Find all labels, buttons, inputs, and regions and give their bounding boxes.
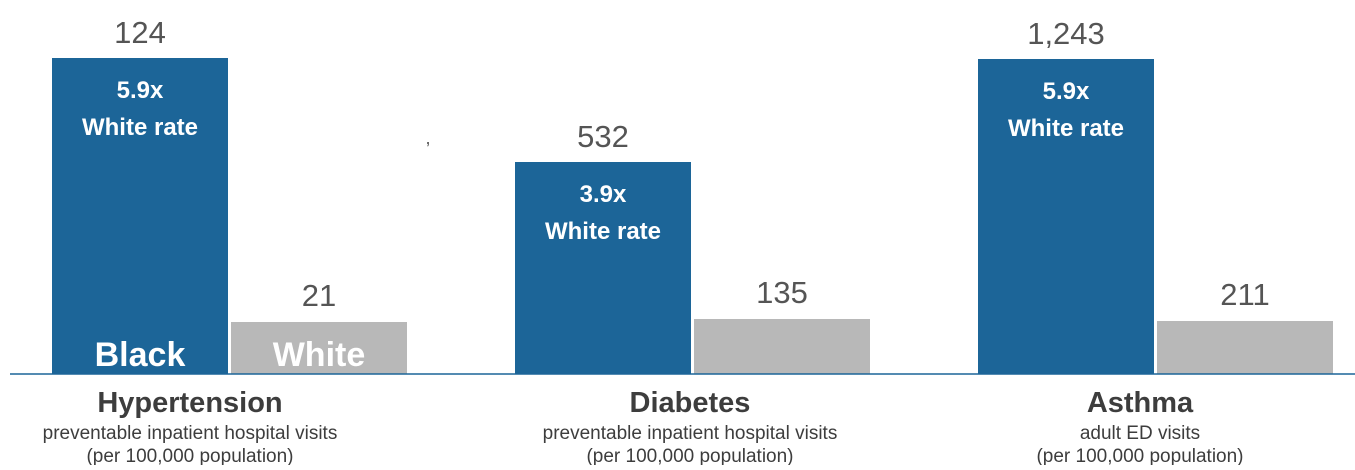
category-label-diabetes: Diabetes: [630, 387, 751, 419]
value-label-white-asthma: 211: [1220, 277, 1269, 312]
bar-white-diabetes: [694, 319, 870, 374]
ratio-sublabel-asthma: White rate: [1008, 115, 1124, 142]
value-label-black-hypertension: 124: [114, 15, 166, 50]
value-label-black-diabetes: 532: [577, 119, 629, 154]
category-note-asthma: (per 100,000 population): [1036, 446, 1243, 465]
ratio-label-diabetes: 3.9x: [580, 181, 627, 208]
series-label-white: White: [273, 336, 366, 374]
ratio-label-hypertension: 5.9x: [117, 77, 164, 104]
value-label-black-asthma: 1,243: [1027, 16, 1105, 51]
series-label-black: Black: [95, 336, 186, 374]
ratio-label-asthma: 5.9x: [1043, 78, 1090, 105]
ratio-sublabel-hypertension: White rate: [82, 114, 198, 141]
value-label-white-diabetes: 135: [756, 275, 808, 310]
bar-black-diabetes: [515, 162, 691, 374]
bar-white-asthma: [1157, 321, 1333, 374]
category-subtitle-asthma: adult ED visits: [1080, 423, 1200, 444]
value-label-white-hypertension: 21: [302, 278, 336, 313]
category-subtitle-hypertension: preventable inpatient hospital visits: [43, 423, 338, 444]
category-label-hypertension: Hypertension: [97, 387, 282, 419]
category-note-diabetes: (per 100,000 population): [586, 446, 793, 465]
bar-black-hypertension: [52, 58, 228, 374]
ratio-sublabel-diabetes: White rate: [545, 218, 661, 245]
stray-mark: ,: [425, 128, 430, 148]
category-label-asthma: Asthma: [1087, 387, 1194, 419]
bar-black-asthma: [978, 59, 1154, 374]
bar-white-hypertension: [231, 322, 407, 374]
category-note-hypertension: (per 100,000 population): [86, 446, 293, 465]
category-subtitle-diabetes: preventable inpatient hospital visits: [543, 423, 838, 444]
